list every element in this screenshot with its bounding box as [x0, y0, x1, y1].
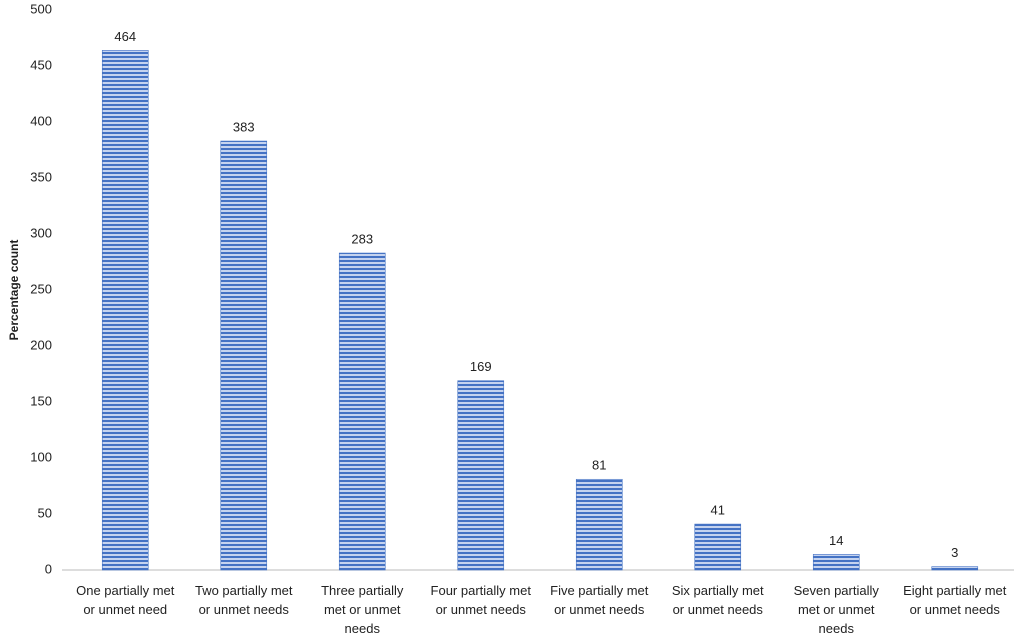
- y-axis-title: Percentage count: [7, 240, 21, 341]
- x-tick-label: Six partially met or unmet needs: [672, 583, 764, 617]
- y-tick-label: 350: [30, 169, 52, 184]
- bar: [457, 380, 505, 571]
- bar: [575, 478, 623, 571]
- value-label: 14: [829, 533, 843, 548]
- x-tick-label: Eight partially met or unmet needs: [903, 583, 1007, 617]
- value-label: 169: [470, 359, 492, 374]
- x-tick-label: Seven partially met or unmet needs: [794, 583, 880, 636]
- bar: [101, 50, 149, 571]
- value-label: 41: [711, 503, 725, 518]
- x-tick-label: One partially met or unmet need: [76, 583, 175, 617]
- y-tick-label: 150: [30, 393, 52, 408]
- x-tick-label: Five partially met or unmet needs: [550, 583, 649, 617]
- y-tick-label: 450: [30, 57, 52, 72]
- y-tick-label: 500: [30, 1, 52, 16]
- bar: [812, 554, 860, 571]
- y-tick-label: 50: [38, 505, 52, 520]
- y-tick-label: 100: [30, 449, 52, 464]
- y-tick-label: 400: [30, 113, 52, 128]
- value-label: 283: [351, 231, 373, 246]
- bar: [220, 140, 268, 571]
- x-tick-label: Three partially met or unmet needs: [321, 583, 404, 636]
- x-tick-label: Two partially met or unmet needs: [195, 583, 293, 617]
- y-tick-label: 300: [30, 225, 52, 240]
- value-label: 464: [114, 29, 136, 44]
- bar: [931, 566, 979, 571]
- bar: [694, 523, 742, 571]
- value-label: 81: [592, 458, 606, 473]
- x-tick-label: Four partially met or unmet needs: [431, 583, 532, 617]
- y-tick-label: 0: [45, 561, 52, 576]
- y-tick-label: 200: [30, 337, 52, 352]
- y-tick-label: 250: [30, 281, 52, 296]
- value-label: 3: [951, 545, 958, 560]
- value-label: 383: [233, 119, 255, 134]
- bar: [338, 252, 386, 571]
